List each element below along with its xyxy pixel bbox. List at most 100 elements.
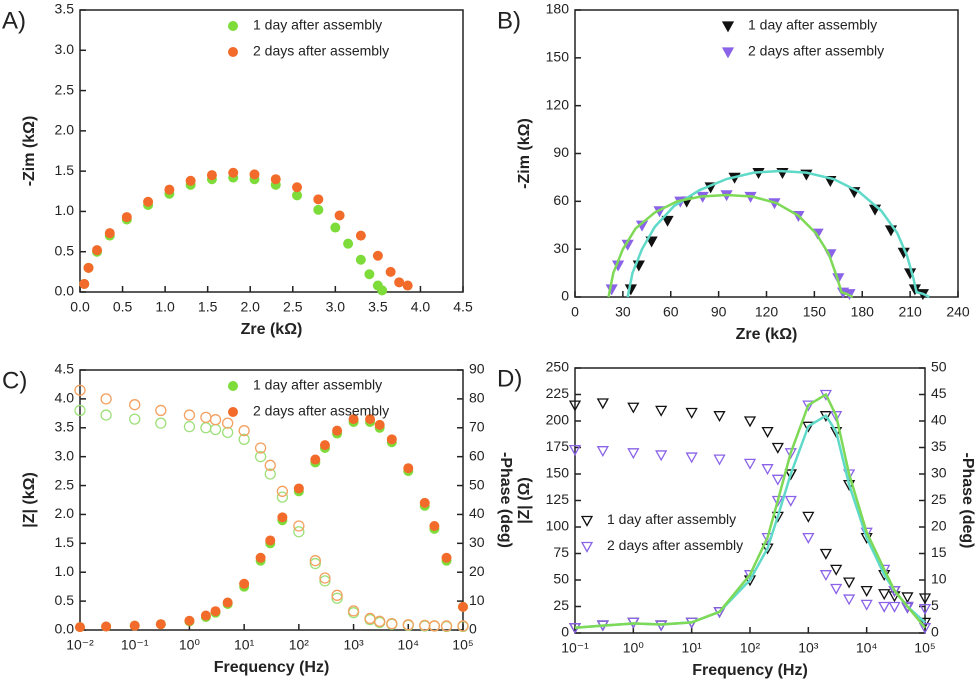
y2-tick-label: 20 <box>469 563 485 579</box>
point <box>92 245 103 256</box>
y-tick-label: 3.5 <box>55 418 75 434</box>
point <box>843 577 856 589</box>
y2-tick-label: 30 <box>469 534 485 550</box>
point <box>402 280 413 291</box>
point <box>402 619 414 631</box>
point <box>386 617 398 630</box>
point <box>374 419 385 430</box>
point <box>784 495 797 507</box>
point <box>802 421 815 433</box>
x-tick-label: 120 <box>755 304 779 320</box>
x-tick-label: 10⁻¹ <box>121 637 149 653</box>
fit-line <box>626 169 930 299</box>
point <box>155 404 167 417</box>
y2-tick-label: 80 <box>469 390 485 406</box>
x-tick-label: 2.0 <box>240 299 260 315</box>
point <box>441 552 452 563</box>
y-tick-label: 90 <box>553 144 569 160</box>
point <box>265 535 276 546</box>
point <box>901 592 914 604</box>
y-tick-label: 1.5 <box>55 534 75 550</box>
point <box>79 278 90 289</box>
point <box>419 497 430 508</box>
x-tick-label: 210 <box>898 304 922 320</box>
y2-tick-label: 40 <box>469 505 485 521</box>
x-tick-label: 4.0 <box>411 299 431 315</box>
point <box>819 570 832 582</box>
y2-tick-label: 70 <box>469 418 485 434</box>
panel-label: C) <box>2 367 27 394</box>
x-tick-label: 30 <box>615 304 631 320</box>
point <box>771 474 784 486</box>
x-tick-label: 10² <box>740 640 761 656</box>
legend-marker <box>228 47 238 57</box>
point <box>428 620 441 632</box>
y-tick-label: 75 <box>553 544 569 560</box>
y-tick-label: 150 <box>546 49 570 65</box>
point <box>347 605 360 617</box>
y-tick-label: 125 <box>546 491 570 507</box>
y-tick-label: 225 <box>546 385 570 401</box>
y-tick-label: 60 <box>553 192 569 208</box>
point <box>685 407 698 419</box>
y-axis-label: -Zim (kΩ) <box>516 118 533 189</box>
legend-label: 2 days after assembly <box>253 43 389 59</box>
point <box>802 400 815 412</box>
point <box>440 620 453 632</box>
point <box>210 606 221 617</box>
point <box>843 594 856 606</box>
point <box>878 601 891 613</box>
y-tick-label: 4.0 <box>55 390 75 406</box>
point <box>901 601 914 613</box>
point <box>319 575 331 587</box>
x-tick-label: 3.5 <box>368 299 388 315</box>
x-tick-label: 10⁰ <box>623 640 645 656</box>
point <box>860 599 873 611</box>
point <box>222 597 233 608</box>
point <box>596 398 609 410</box>
y2-tick-label: 30 <box>931 465 947 481</box>
x-tick-label: 0.5 <box>113 299 133 315</box>
point <box>270 174 281 185</box>
y-axis-label: -Zim (kΩ) <box>21 116 38 187</box>
y-tick-label: 3.0 <box>55 447 75 463</box>
point <box>143 196 154 207</box>
x-tick-label: 10¹ <box>682 640 703 656</box>
point <box>238 433 250 445</box>
point <box>784 448 797 460</box>
point <box>276 491 289 503</box>
y-axis-label: |Z| (Ω) <box>516 477 533 524</box>
y2-axis-label: -Phase (deg) <box>959 452 976 548</box>
x-tick-label: 10³ <box>798 640 819 656</box>
point <box>918 593 932 605</box>
point <box>771 442 784 454</box>
y-tick-label: 4.5 <box>55 361 75 377</box>
y2-tick-label: 0 <box>931 624 939 640</box>
point <box>254 442 267 454</box>
point <box>129 413 141 425</box>
point <box>334 210 345 221</box>
y2-tick-label: 25 <box>931 491 947 507</box>
point <box>830 564 843 576</box>
legend-marker <box>228 21 238 31</box>
x-axis-label: Frequency (Hz) <box>692 662 808 679</box>
point <box>403 463 414 474</box>
point <box>183 409 196 421</box>
point <box>802 511 815 523</box>
point <box>365 414 376 425</box>
x-tick-label: 10⁻¹ <box>561 640 589 656</box>
point <box>310 454 321 465</box>
x-tick-label: 2.5 <box>283 299 303 315</box>
point <box>185 175 196 186</box>
x-tick-label: 0.0 <box>70 299 90 315</box>
panel-label: D) <box>497 365 522 392</box>
y2-tick-label: 50 <box>469 476 485 492</box>
point <box>348 414 359 425</box>
plot-frame <box>79 369 464 631</box>
point <box>331 592 343 604</box>
x-tick-label: 1.5 <box>198 299 218 315</box>
point <box>419 619 431 632</box>
point <box>293 526 305 538</box>
point <box>761 464 774 476</box>
point <box>364 269 375 280</box>
